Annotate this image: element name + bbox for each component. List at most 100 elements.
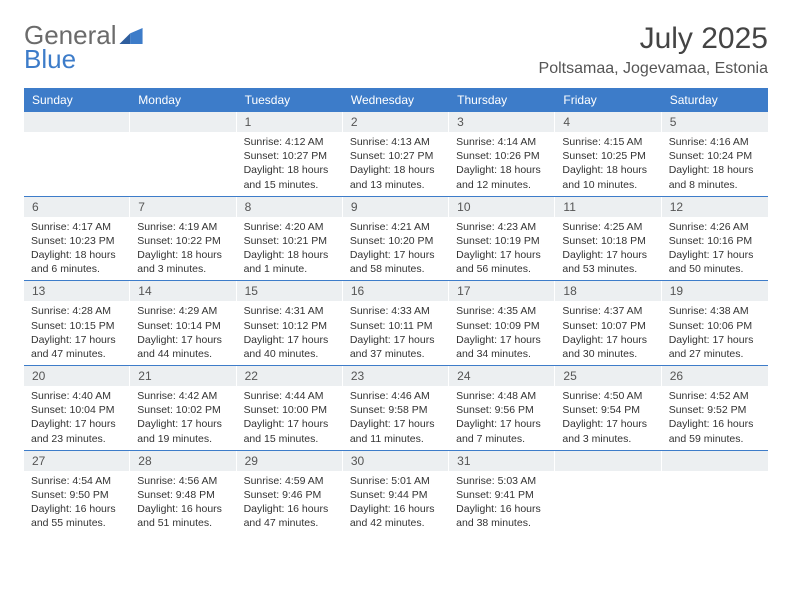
day-details: Sunrise: 4:48 AMSunset: 9:56 PMDaylight:… xyxy=(449,386,555,450)
week-row: 27Sunrise: 4:54 AMSunset: 9:50 PMDayligh… xyxy=(24,451,768,535)
day-cell: 14Sunrise: 4:29 AMSunset: 10:14 PMDaylig… xyxy=(130,281,236,365)
day-details: Sunrise: 4:17 AMSunset: 10:23 PMDaylight… xyxy=(24,217,130,281)
calendar-grid: SundayMondayTuesdayWednesdayThursdayFrid… xyxy=(24,88,768,534)
day-number: 1 xyxy=(237,112,343,132)
day-details: Sunrise: 5:01 AMSunset: 9:44 PMDaylight:… xyxy=(343,471,449,535)
week-row: 13Sunrise: 4:28 AMSunset: 10:15 PMDaylig… xyxy=(24,281,768,366)
day-details: Sunrise: 4:21 AMSunset: 10:20 PMDaylight… xyxy=(343,217,449,281)
page-header: GeneralBlue July 2025 Poltsamaa, Jogevam… xyxy=(24,22,768,78)
day-number: 20 xyxy=(24,366,130,386)
day-cell: 16Sunrise: 4:33 AMSunset: 10:11 PMDaylig… xyxy=(343,281,449,365)
day-cell: 10Sunrise: 4:23 AMSunset: 10:19 PMDaylig… xyxy=(449,197,555,281)
weekday-header: Tuesday xyxy=(237,88,343,112)
day-cell: 1Sunrise: 4:12 AMSunset: 10:27 PMDayligh… xyxy=(237,112,343,196)
day-cell: 8Sunrise: 4:20 AMSunset: 10:21 PMDayligh… xyxy=(237,197,343,281)
day-details: Sunrise: 4:23 AMSunset: 10:19 PMDaylight… xyxy=(449,217,555,281)
day-cell: 18Sunrise: 4:37 AMSunset: 10:07 PMDaylig… xyxy=(555,281,661,365)
day-number: 13 xyxy=(24,281,130,301)
logo: GeneralBlue xyxy=(24,22,143,72)
weekday-header: Sunday xyxy=(24,88,130,112)
day-cell: 7Sunrise: 4:19 AMSunset: 10:22 PMDayligh… xyxy=(130,197,236,281)
empty-day-number xyxy=(24,112,130,132)
location-text: Poltsamaa, Jogevamaa, Estonia xyxy=(539,60,768,78)
day-details: Sunrise: 4:25 AMSunset: 10:18 PMDaylight… xyxy=(555,217,661,281)
day-details: Sunrise: 4:33 AMSunset: 10:11 PMDaylight… xyxy=(343,301,449,365)
day-number: 28 xyxy=(130,451,236,471)
week-row: 6Sunrise: 4:17 AMSunset: 10:23 PMDayligh… xyxy=(24,197,768,282)
day-number: 19 xyxy=(662,281,768,301)
day-number: 31 xyxy=(449,451,555,471)
day-number: 8 xyxy=(237,197,343,217)
day-cell: 3Sunrise: 4:14 AMSunset: 10:26 PMDayligh… xyxy=(449,112,555,196)
day-number: 12 xyxy=(662,197,768,217)
empty-day-number xyxy=(130,112,236,132)
weeks-container: 1Sunrise: 4:12 AMSunset: 10:27 PMDayligh… xyxy=(24,112,768,534)
weekday-header: Wednesday xyxy=(343,88,449,112)
day-cell: 9Sunrise: 4:21 AMSunset: 10:20 PMDayligh… xyxy=(343,197,449,281)
day-details: Sunrise: 4:14 AMSunset: 10:26 PMDaylight… xyxy=(449,132,555,196)
day-cell: 30Sunrise: 5:01 AMSunset: 9:44 PMDayligh… xyxy=(343,451,449,535)
day-details: Sunrise: 4:50 AMSunset: 9:54 PMDaylight:… xyxy=(555,386,661,450)
day-cell: 15Sunrise: 4:31 AMSunset: 10:12 PMDaylig… xyxy=(237,281,343,365)
weekday-header: Friday xyxy=(555,88,661,112)
day-cell: 27Sunrise: 4:54 AMSunset: 9:50 PMDayligh… xyxy=(24,451,130,535)
week-row: 20Sunrise: 4:40 AMSunset: 10:04 PMDaylig… xyxy=(24,366,768,451)
day-number: 5 xyxy=(662,112,768,132)
day-cell: 26Sunrise: 4:52 AMSunset: 9:52 PMDayligh… xyxy=(662,366,768,450)
day-cell: 12Sunrise: 4:26 AMSunset: 10:16 PMDaylig… xyxy=(662,197,768,281)
day-details: Sunrise: 4:16 AMSunset: 10:24 PMDaylight… xyxy=(662,132,768,196)
weekday-header: Monday xyxy=(130,88,236,112)
day-cell: 25Sunrise: 4:50 AMSunset: 9:54 PMDayligh… xyxy=(555,366,661,450)
day-cell: 28Sunrise: 4:56 AMSunset: 9:48 PMDayligh… xyxy=(130,451,236,535)
day-cell: 2Sunrise: 4:13 AMSunset: 10:27 PMDayligh… xyxy=(343,112,449,196)
day-cell: 6Sunrise: 4:17 AMSunset: 10:23 PMDayligh… xyxy=(24,197,130,281)
day-number: 18 xyxy=(555,281,661,301)
day-number: 15 xyxy=(237,281,343,301)
day-details: Sunrise: 4:19 AMSunset: 10:22 PMDaylight… xyxy=(130,217,236,281)
day-cell: 24Sunrise: 4:48 AMSunset: 9:56 PMDayligh… xyxy=(449,366,555,450)
day-number: 21 xyxy=(130,366,236,386)
empty-cell xyxy=(130,112,236,196)
day-details: Sunrise: 4:20 AMSunset: 10:21 PMDaylight… xyxy=(237,217,343,281)
day-number: 6 xyxy=(24,197,130,217)
day-cell: 20Sunrise: 4:40 AMSunset: 10:04 PMDaylig… xyxy=(24,366,130,450)
day-details: Sunrise: 5:03 AMSunset: 9:41 PMDaylight:… xyxy=(449,471,555,535)
day-cell: 22Sunrise: 4:44 AMSunset: 10:00 PMDaylig… xyxy=(237,366,343,450)
day-number: 26 xyxy=(662,366,768,386)
day-details: Sunrise: 4:31 AMSunset: 10:12 PMDaylight… xyxy=(237,301,343,365)
day-details: Sunrise: 4:15 AMSunset: 10:25 PMDaylight… xyxy=(555,132,661,196)
day-details: Sunrise: 4:42 AMSunset: 10:02 PMDaylight… xyxy=(130,386,236,450)
day-number: 30 xyxy=(343,451,449,471)
empty-cell xyxy=(555,451,661,535)
day-details: Sunrise: 4:52 AMSunset: 9:52 PMDaylight:… xyxy=(662,386,768,450)
day-number: 10 xyxy=(449,197,555,217)
day-number: 27 xyxy=(24,451,130,471)
day-details: Sunrise: 4:13 AMSunset: 10:27 PMDaylight… xyxy=(343,132,449,196)
day-details: Sunrise: 4:56 AMSunset: 9:48 PMDaylight:… xyxy=(130,471,236,535)
day-details: Sunrise: 4:35 AMSunset: 10:09 PMDaylight… xyxy=(449,301,555,365)
day-cell: 17Sunrise: 4:35 AMSunset: 10:09 PMDaylig… xyxy=(449,281,555,365)
day-cell: 5Sunrise: 4:16 AMSunset: 10:24 PMDayligh… xyxy=(662,112,768,196)
title-block: July 2025 Poltsamaa, Jogevamaa, Estonia xyxy=(539,22,768,78)
day-cell: 19Sunrise: 4:38 AMSunset: 10:06 PMDaylig… xyxy=(662,281,768,365)
day-details: Sunrise: 4:29 AMSunset: 10:14 PMDaylight… xyxy=(130,301,236,365)
day-details: Sunrise: 4:37 AMSunset: 10:07 PMDaylight… xyxy=(555,301,661,365)
weekday-header: Saturday xyxy=(662,88,768,112)
day-cell: 23Sunrise: 4:46 AMSunset: 9:58 PMDayligh… xyxy=(343,366,449,450)
logo-text-2: Blue xyxy=(24,46,143,72)
day-cell: 4Sunrise: 4:15 AMSunset: 10:25 PMDayligh… xyxy=(555,112,661,196)
day-details: Sunrise: 4:46 AMSunset: 9:58 PMDaylight:… xyxy=(343,386,449,450)
day-details: Sunrise: 4:12 AMSunset: 10:27 PMDaylight… xyxy=(237,132,343,196)
week-row: 1Sunrise: 4:12 AMSunset: 10:27 PMDayligh… xyxy=(24,112,768,197)
day-number: 29 xyxy=(237,451,343,471)
day-number: 9 xyxy=(343,197,449,217)
day-number: 25 xyxy=(555,366,661,386)
day-number: 2 xyxy=(343,112,449,132)
day-number: 4 xyxy=(555,112,661,132)
day-cell: 13Sunrise: 4:28 AMSunset: 10:15 PMDaylig… xyxy=(24,281,130,365)
day-number: 22 xyxy=(237,366,343,386)
day-number: 14 xyxy=(130,281,236,301)
day-number: 16 xyxy=(343,281,449,301)
empty-cell xyxy=(24,112,130,196)
empty-cell xyxy=(662,451,768,535)
